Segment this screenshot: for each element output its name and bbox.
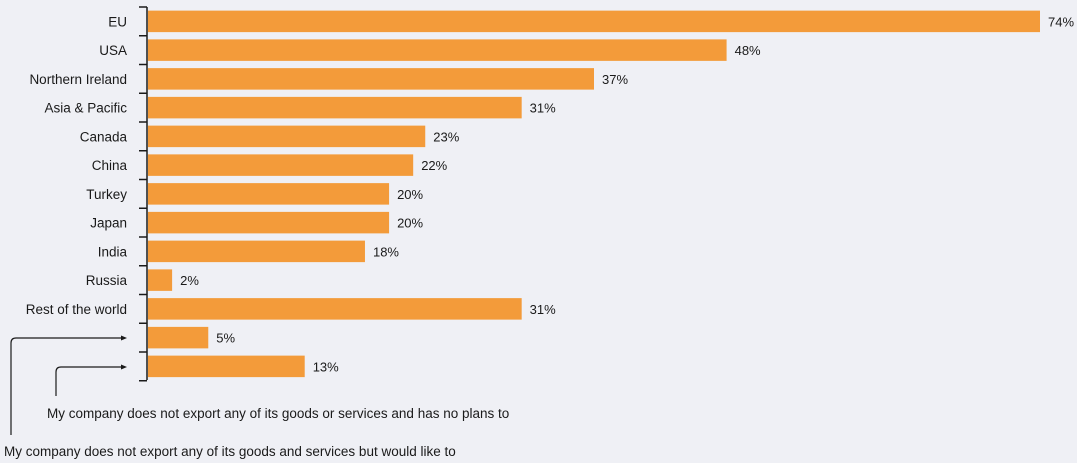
- value-label: 20%: [397, 187, 423, 202]
- bar: [148, 211, 390, 234]
- bar: [148, 298, 522, 320]
- bar: [148, 326, 209, 349]
- bar: [148, 269, 173, 291]
- annotation-no-plans: My company does not export any of its go…: [47, 406, 509, 421]
- category-label: Rest of the world: [26, 302, 127, 317]
- value-label: 48%: [735, 43, 761, 58]
- value-label: 23%: [433, 129, 459, 144]
- annotation-arrowhead-would-like: [121, 335, 127, 341]
- value-label: 5%: [216, 331, 235, 346]
- value-label: 31%: [530, 302, 556, 317]
- annotation-connector-no-plans: [55, 366, 122, 396]
- category-label: EU: [108, 14, 127, 29]
- bar: [148, 183, 390, 205]
- value-labels-group: 74% 48% 37% 31% 23% 22% 20% 20% 18% 2% 31% 5% 13%: [180, 14, 1074, 374]
- category-label: Japan: [90, 216, 127, 231]
- category-label: China: [92, 158, 128, 173]
- annotation-connector-would-like: [10, 337, 122, 435]
- bar: [148, 39, 727, 61]
- category-label: Northern Ireland: [29, 72, 127, 87]
- category-label: USA: [99, 43, 127, 58]
- bar: [148, 96, 522, 119]
- tick-group: [139, 6, 147, 382]
- category-label: Russia: [86, 273, 128, 288]
- value-label: 20%: [397, 216, 423, 231]
- bar: [148, 240, 365, 263]
- bar: [148, 10, 1040, 33]
- annotation-would-like: My company does not export any of its go…: [4, 444, 456, 459]
- category-labels-group: EU USA Northern Ireland Asia & Pacific Canad…: [26, 14, 128, 317]
- value-label: 31%: [530, 101, 556, 116]
- value-label: 2%: [180, 273, 199, 288]
- annotation-arrowhead-no-plans: [121, 364, 127, 370]
- value-label: 22%: [421, 158, 447, 173]
- bar: [148, 355, 305, 378]
- bar: [148, 68, 594, 90]
- bars-group: [148, 10, 1040, 378]
- bar: [148, 125, 426, 148]
- category-label: Asia & Pacific: [44, 101, 127, 116]
- category-label: India: [98, 244, 128, 259]
- category-label: Canada: [80, 129, 128, 144]
- value-label: 37%: [602, 72, 628, 87]
- bar: [148, 154, 414, 176]
- value-label: 18%: [373, 244, 399, 259]
- value-label: 13%: [313, 359, 339, 374]
- value-label: 74%: [1048, 14, 1074, 29]
- category-label: Turkey: [86, 187, 127, 202]
